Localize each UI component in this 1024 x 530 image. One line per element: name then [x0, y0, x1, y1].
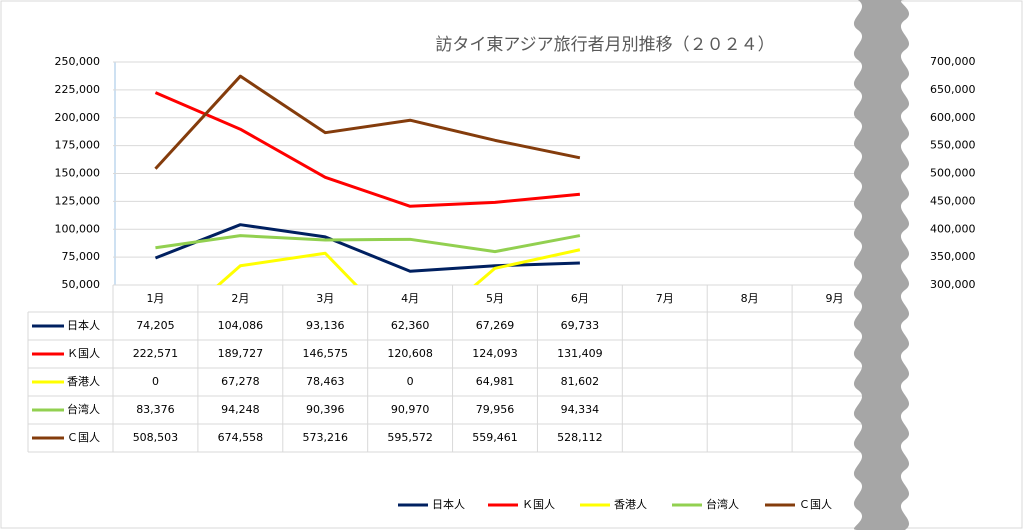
y-tick-label: 200,000	[55, 111, 101, 124]
table-cell: 0	[152, 375, 159, 388]
table-cell: 94,334	[561, 403, 600, 416]
legend-label: 台湾人	[706, 497, 739, 511]
x-tick-label: 7月	[656, 292, 674, 305]
table-cell: 124,093	[472, 347, 518, 360]
table-row-label: 日本人	[67, 318, 100, 332]
table-cell: 74,205	[136, 319, 175, 332]
legend-label: 日本人	[432, 497, 465, 511]
torn-edge	[853, 0, 910, 530]
x-tick-label: 8月	[741, 292, 759, 305]
x-tick-label: 3月	[316, 292, 334, 305]
y-tick-label: 150,000	[55, 167, 101, 180]
table-cell: 69,733	[561, 319, 600, 332]
y2-tick-label: 450,000	[930, 194, 976, 207]
series-line	[154, 91, 581, 208]
table-cell: 81,602	[561, 375, 600, 388]
y-tick-label: 50,000	[62, 278, 101, 291]
x-tick-label: 6月	[571, 292, 589, 305]
table-cell: 90,970	[391, 403, 430, 416]
plot-area	[154, 74, 581, 285]
x-tick-label: 2月	[231, 292, 249, 305]
table-cell: 94,248	[221, 403, 260, 416]
table-row-label: 香港人	[67, 375, 100, 388]
table-cell: 573,216	[302, 431, 348, 444]
x-tick-label: 5月	[486, 292, 504, 305]
y-tick-label: 250,000	[55, 55, 101, 68]
table-cell: 93,136	[306, 319, 345, 332]
table-cell: 528,112	[557, 431, 603, 444]
legend-label: Ｃ国人	[799, 498, 832, 511]
series-line	[216, 248, 581, 285]
table-cell: 189,727	[218, 347, 264, 360]
table-cell: 67,278	[221, 375, 260, 388]
y2-tick-label: 600,000	[930, 111, 976, 124]
table-cell: 90,396	[306, 403, 345, 416]
x-tick-label: 4月	[401, 292, 419, 305]
series-line	[154, 74, 581, 170]
x-tick-label: 9月	[826, 292, 844, 305]
table-cell: 120,608	[387, 347, 433, 360]
table-cell: 222,571	[133, 347, 179, 360]
table-cell: 131,409	[557, 347, 603, 360]
y2-tick-label: 300,000	[930, 278, 976, 291]
y-tick-label: 75,000	[62, 250, 101, 263]
table-cell: 62,360	[391, 319, 430, 332]
legend-label: 香港人	[614, 498, 647, 511]
y2-tick-label: 350,000	[930, 250, 976, 263]
x-tick-label: 1月	[146, 292, 164, 305]
table-cell: 0	[407, 375, 414, 388]
y-tick-label: 225,000	[55, 83, 101, 96]
table-cell: 559,461	[472, 431, 518, 444]
table-cell: 674,558	[218, 431, 264, 444]
table-cell: 104,086	[218, 319, 264, 332]
table-row-label: Ｋ国人	[67, 347, 100, 360]
legend-label: Ｋ国人	[522, 498, 555, 511]
y-tick-label: 100,000	[55, 222, 101, 235]
table-cell: 508,503	[133, 431, 179, 444]
table-cell: 79,956	[476, 403, 515, 416]
table-row-label: 台湾人	[67, 402, 100, 416]
y2-tick-label: 650,000	[930, 83, 976, 96]
series-line	[155, 234, 581, 254]
table-cell: 83,376	[136, 403, 175, 416]
y2-tick-label: 500,000	[930, 167, 976, 180]
y-tick-label: 175,000	[55, 139, 101, 152]
y-tick-label: 125,000	[55, 194, 101, 207]
y2-tick-label: 700,000	[930, 55, 976, 68]
y2-tick-label: 400,000	[930, 222, 976, 235]
chart-title: 訪タイ東アジア旅行者月別推移（２０２４）	[435, 35, 774, 55]
table-cell: 67,269	[476, 319, 515, 332]
table-cell: 146,575	[302, 347, 348, 360]
y2-tick-label: 550,000	[930, 139, 976, 152]
table-cell: 595,572	[387, 431, 433, 444]
table-row-label: Ｃ国人	[67, 431, 100, 444]
table-cell: 78,463	[306, 375, 345, 388]
table-cell: 64,981	[476, 375, 515, 388]
